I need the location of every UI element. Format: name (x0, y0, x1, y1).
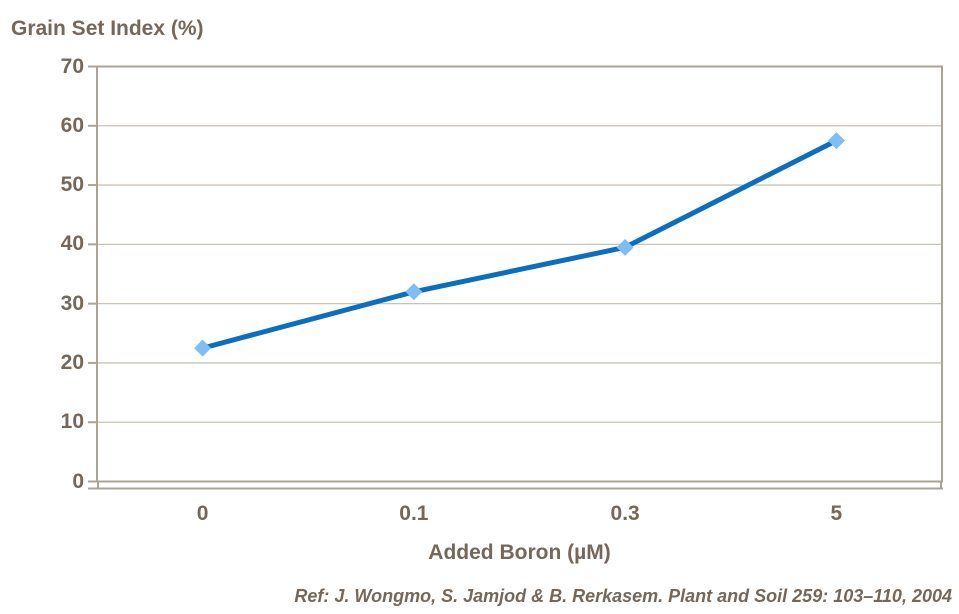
y-tick-label: 40 (60, 232, 84, 256)
data-point-marker (827, 132, 845, 150)
plot-border (96, 65, 943, 483)
reference-citation: Ref: J. Wongmo, S. Jamjod & B. Rerkasem.… (294, 586, 952, 606)
y-tick-label: 50 (60, 173, 84, 197)
x-tick-label: 0.1 (399, 502, 429, 525)
y-tick-label: 70 (60, 54, 84, 78)
y-tick-label: 60 (60, 113, 84, 137)
x-tick-label: 0.3 (610, 502, 640, 525)
x-axis-title: Added Boron (µM) (428, 541, 611, 564)
y-tick-label: 10 (60, 410, 84, 434)
x-tick-label: 0 (196, 502, 209, 525)
y-tick-label: 20 (60, 350, 84, 374)
data-line (200, 138, 839, 351)
x-tick-label: 5 (830, 502, 843, 525)
y-tick-label: 30 (60, 291, 84, 315)
chart-title: Grain Set Index (%) (11, 17, 204, 40)
data-point-marker (616, 238, 634, 256)
y-tick-label: 0 (72, 469, 84, 493)
data-point-marker (405, 283, 423, 301)
data-point-marker (194, 339, 212, 357)
